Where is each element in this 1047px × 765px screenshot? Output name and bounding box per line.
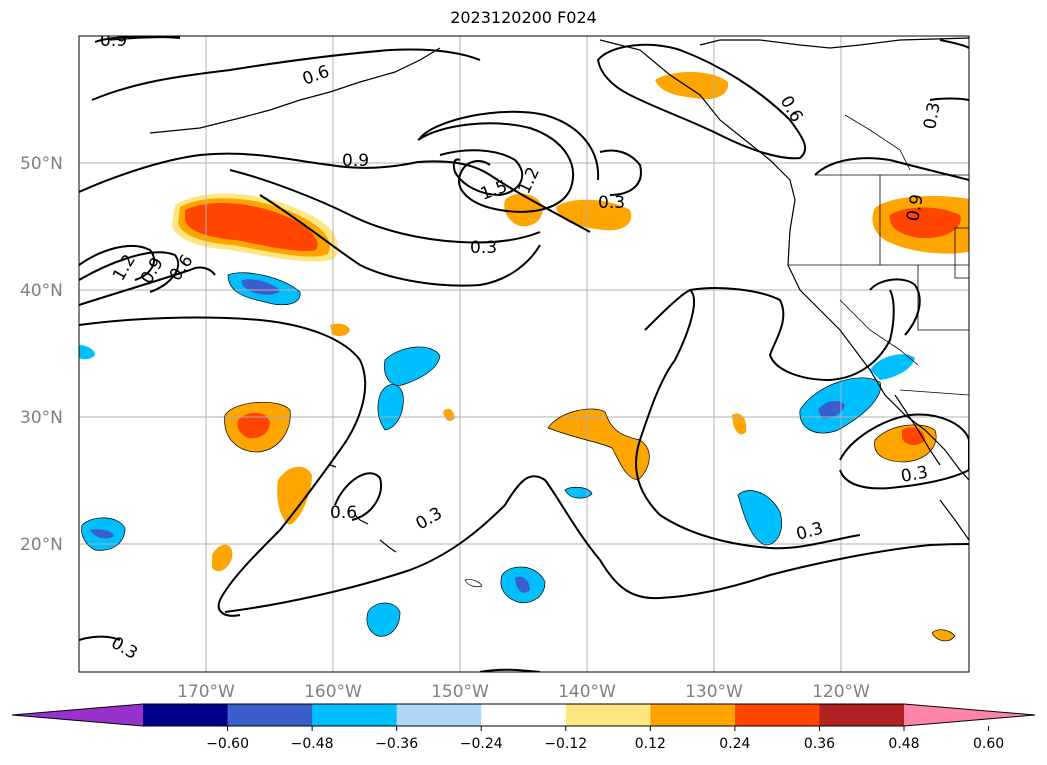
contour-label: 0.3 — [470, 238, 497, 258]
contours — [79, 36, 969, 672]
lon-label-120w: 120°W — [812, 682, 870, 702]
lon-label-160w: 160°W — [304, 682, 362, 702]
colorbar-segment — [481, 704, 567, 726]
lon-label-150w: 150°W — [431, 682, 489, 702]
borders — [788, 114, 969, 396]
contour-label: 0.9 — [100, 31, 127, 51]
lat-label-40n: 40°N — [20, 281, 63, 301]
lon-label-170w: 170°W — [177, 682, 235, 702]
colorbar-tick-label: 0.36 — [804, 736, 835, 752]
colorbar-segment — [819, 704, 905, 726]
latitude-labels: 50°N 40°N 30°N 20°N — [20, 154, 63, 555]
lat-label-30n: 30°N — [20, 408, 63, 428]
shading-outlines — [81, 272, 956, 642]
contour-label: 0.3 — [920, 101, 944, 131]
colorbar-tick-label: −0.48 — [291, 736, 334, 752]
lon-label-140w: 140°W — [558, 682, 616, 702]
longitude-labels: 170°W 160°W 150°W 140°W 130°W 120°W — [177, 682, 870, 702]
map-frame — [78, 35, 970, 673]
contour-label: 0.3 — [899, 463, 929, 487]
colorbar-extend-high — [904, 704, 1035, 726]
colorbar-segment — [312, 704, 398, 726]
colorbar-tick-label: 0.48 — [888, 736, 919, 752]
colorbar-tick-label: −0.12 — [544, 736, 587, 752]
lon-label-130w: 130°W — [685, 682, 743, 702]
colorbar-segment — [565, 704, 651, 726]
contour-label: 0.6 — [330, 503, 357, 523]
colorbar-segment — [143, 704, 229, 726]
colorbar-tick-label: 0.24 — [719, 736, 750, 752]
lat-label-50n: 50°N — [20, 154, 63, 174]
colorbar-segment — [396, 704, 482, 726]
colorbar-tick-label: −0.24 — [460, 736, 503, 752]
graticule — [79, 36, 969, 672]
colorbar-extend-low — [12, 704, 143, 726]
lat-label-20n: 20°N — [20, 535, 63, 555]
map-title: 2023120200 F024 — [450, 8, 597, 27]
contour-label: 0.9 — [903, 193, 927, 223]
coastlines — [109, 36, 969, 553]
anomaly-shading — [79, 72, 969, 641]
colorbar-outline — [11, 703, 1036, 727]
colorbar-segment — [227, 704, 313, 726]
contour-label: 0.3 — [598, 193, 625, 213]
colorbar-segment — [734, 704, 820, 726]
colorbar-tick-label: −0.60 — [206, 736, 249, 752]
colorbar-segment — [650, 704, 736, 726]
colorbar: −0.60 −0.48 −0.36 −0.24 −0.12 0.12 0.24 0.36 0.4… — [11, 703, 1036, 752]
contour-label: 0.9 — [342, 151, 369, 171]
colorbar-tick-label: −0.36 — [375, 736, 418, 752]
colorbar-tick-label: 0.60 — [973, 736, 1004, 752]
colorbar-tick-label: 0.12 — [635, 736, 666, 752]
